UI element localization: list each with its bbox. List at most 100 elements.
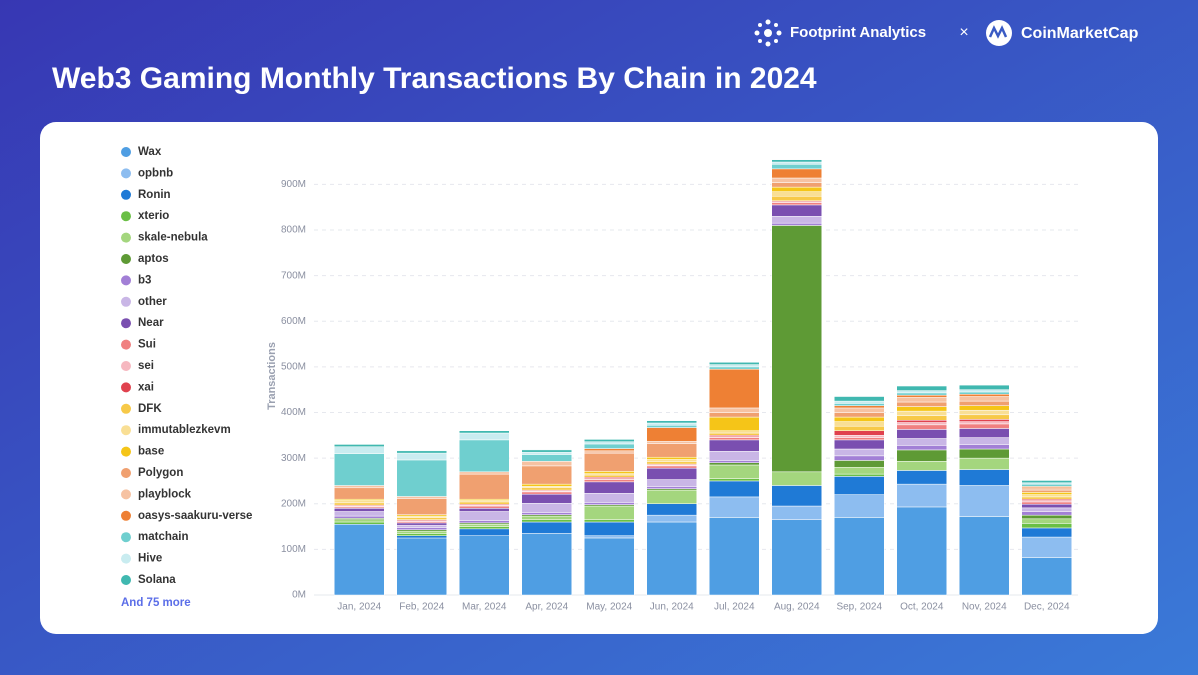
bar-segment[interactable]: [646, 420, 697, 424]
bar-segment[interactable]: [709, 480, 760, 498]
bar-segment[interactable]: [709, 368, 760, 409]
bar-segment[interactable]: [521, 512, 572, 515]
bar-segment[interactable]: [771, 161, 822, 165]
bar-segment[interactable]: [709, 437, 760, 441]
bar-segment[interactable]: [1021, 536, 1072, 558]
bar-segment[interactable]: [709, 517, 760, 596]
bar-segment[interactable]: [896, 422, 947, 426]
bar-segment[interactable]: [959, 391, 1010, 395]
bar-segment[interactable]: [459, 508, 510, 512]
bar-segment[interactable]: [396, 522, 447, 526]
bar-segment[interactable]: [896, 506, 947, 596]
bar-segment[interactable]: [1021, 480, 1072, 484]
bar-segment[interactable]: [521, 483, 572, 487]
bar-segment[interactable]: [396, 517, 447, 520]
legend-label[interactable]: Wax: [138, 146, 162, 158]
bar-segment[interactable]: [584, 452, 635, 472]
bar-segment[interactable]: [521, 461, 572, 467]
bar-segment[interactable]: [834, 407, 885, 413]
legend-label[interactable]: aptos: [138, 253, 169, 265]
bar-segment[interactable]: [709, 496, 760, 518]
bar-segment[interactable]: [459, 524, 510, 527]
bar-segment[interactable]: [771, 186, 822, 192]
bar-segment[interactable]: [1021, 527, 1072, 538]
bar-segment[interactable]: [521, 503, 572, 513]
legend-swatch[interactable]: [121, 532, 131, 543]
bar-segment[interactable]: [959, 389, 1010, 393]
bar-segment[interactable]: [709, 412, 760, 418]
bar-segment[interactable]: [896, 461, 947, 471]
bar-segment[interactable]: [771, 216, 822, 224]
bar-segment[interactable]: [709, 478, 760, 482]
bar-segment[interactable]: [584, 448, 635, 452]
bar-segment[interactable]: [459, 535, 510, 596]
bar-segment[interactable]: [334, 444, 385, 447]
bar-segment[interactable]: [521, 521, 572, 534]
bar-segment[interactable]: [709, 416, 760, 431]
bar-segment[interactable]: [709, 364, 760, 368]
bar-segment[interactable]: [834, 403, 885, 406]
bar-segment[interactable]: [959, 400, 1010, 406]
bar-segment[interactable]: [584, 474, 635, 478]
bar-segment[interactable]: [521, 451, 572, 455]
bar-segment[interactable]: [896, 401, 947, 407]
bar-segment[interactable]: [334, 500, 385, 504]
bar-segment[interactable]: [771, 182, 822, 188]
bar-segment[interactable]: [396, 496, 447, 499]
legend-label[interactable]: matchain: [138, 531, 189, 543]
bar-segment[interactable]: [959, 394, 1010, 397]
bar-segment[interactable]: [709, 464, 760, 479]
bar-segment[interactable]: [646, 489, 697, 504]
bar-segment[interactable]: [459, 430, 510, 434]
bar-segment[interactable]: [584, 443, 635, 449]
bar-segment[interactable]: [959, 516, 1010, 596]
bar-segment[interactable]: [709, 451, 760, 461]
legend-label[interactable]: Polygon: [138, 467, 183, 479]
bar-segment[interactable]: [646, 422, 697, 426]
bar-segment[interactable]: [834, 473, 885, 477]
bar-segment[interactable]: [896, 385, 947, 391]
bar-segment[interactable]: [959, 419, 1010, 422]
bar-segment[interactable]: [646, 440, 697, 444]
bar-segment[interactable]: [584, 441, 635, 445]
bar-segment[interactable]: [334, 511, 385, 517]
legend-more[interactable]: And 75 more: [121, 597, 191, 609]
bar-segment[interactable]: [834, 467, 885, 475]
bar-segment[interactable]: [584, 493, 635, 503]
bar-segment[interactable]: [709, 462, 760, 466]
bar-segment[interactable]: [1021, 489, 1072, 493]
bar-segment[interactable]: [959, 448, 1010, 459]
legend-swatch[interactable]: [121, 489, 131, 500]
bar-segment[interactable]: [334, 446, 385, 454]
bar-segment[interactable]: [834, 517, 885, 596]
bar-segment[interactable]: [1021, 501, 1072, 505]
bar-segment[interactable]: [521, 493, 572, 504]
bar-segment[interactable]: [584, 450, 635, 454]
legend-label[interactable]: base: [138, 446, 164, 458]
bar-segment[interactable]: [896, 415, 947, 421]
bar-segment[interactable]: [834, 400, 885, 404]
bar-segment[interactable]: [646, 461, 697, 465]
bar-segment[interactable]: [771, 177, 822, 183]
legend-label[interactable]: Sui: [138, 339, 156, 351]
bar-segment[interactable]: [646, 443, 697, 458]
bar-segment[interactable]: [709, 430, 760, 434]
bar-segment[interactable]: [896, 438, 947, 446]
bar-segment[interactable]: [1021, 492, 1072, 495]
bar-segment[interactable]: [896, 424, 947, 430]
bar-segment[interactable]: [959, 437, 1010, 445]
bar-segment[interactable]: [646, 425, 697, 428]
bar-segment[interactable]: [646, 465, 697, 469]
bar-segment[interactable]: [896, 449, 947, 462]
bar-segment[interactable]: [584, 519, 635, 523]
legend-label[interactable]: immutablezkevm: [138, 424, 231, 436]
bar-segment[interactable]: [1021, 496, 1072, 500]
bar-segment[interactable]: [896, 429, 947, 439]
legend-label[interactable]: oasys-saakuru-verse: [138, 510, 252, 522]
bar-segment[interactable]: [584, 439, 635, 442]
bar-segment[interactable]: [396, 524, 447, 528]
bar-segment[interactable]: [1021, 483, 1072, 487]
legend-swatch[interactable]: [121, 382, 131, 393]
bar-segment[interactable]: [459, 511, 510, 521]
legend-label[interactable]: Near: [138, 317, 164, 329]
